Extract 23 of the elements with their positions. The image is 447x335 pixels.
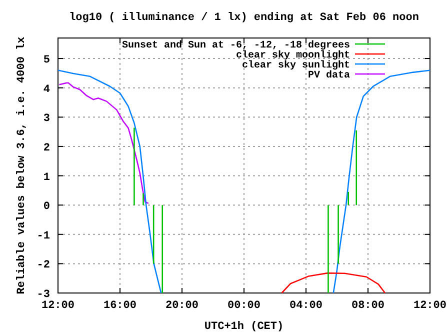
x-tick-label: 00:00 [227,300,261,312]
legend-label: clear sky sunlight [242,60,350,72]
x-tick-label: 12:00 [41,300,75,312]
y-tick-label: -1 [36,230,50,242]
x-axis-title: UTC+1h (CET) [204,321,284,333]
x-tick-label: 16:00 [103,300,137,312]
y-tick-label: 5 [43,54,50,67]
y-tick-label: -3 [36,289,50,301]
x-tick-label: 08:00 [351,300,385,312]
x-tick-label: 20:00 [165,300,199,312]
x-tick-label: 12:00 [413,300,447,312]
y-tick-label: 4 [43,84,50,96]
y-tick-label: 2 [43,142,50,154]
y-tick-label: 3 [43,113,50,126]
legend-label: PV data [308,70,350,82]
y-tick-label: 0 [43,201,50,214]
legend-label: Sunset and Sun at -6, -12, -18 degrees [122,40,350,52]
y-tick-label: -2 [36,260,50,272]
chart-title: log10 ( illuminance / 1 lx) ending at Sat Feb 06 noon [69,12,419,24]
y-tick-label: 1 [43,172,50,184]
legend-label: clear sky moonlight [236,50,350,62]
y-axis-title: Reliable values below 3.6, i.e. 4000 lx [16,36,28,294]
x-tick-label: 04:00 [289,300,323,312]
